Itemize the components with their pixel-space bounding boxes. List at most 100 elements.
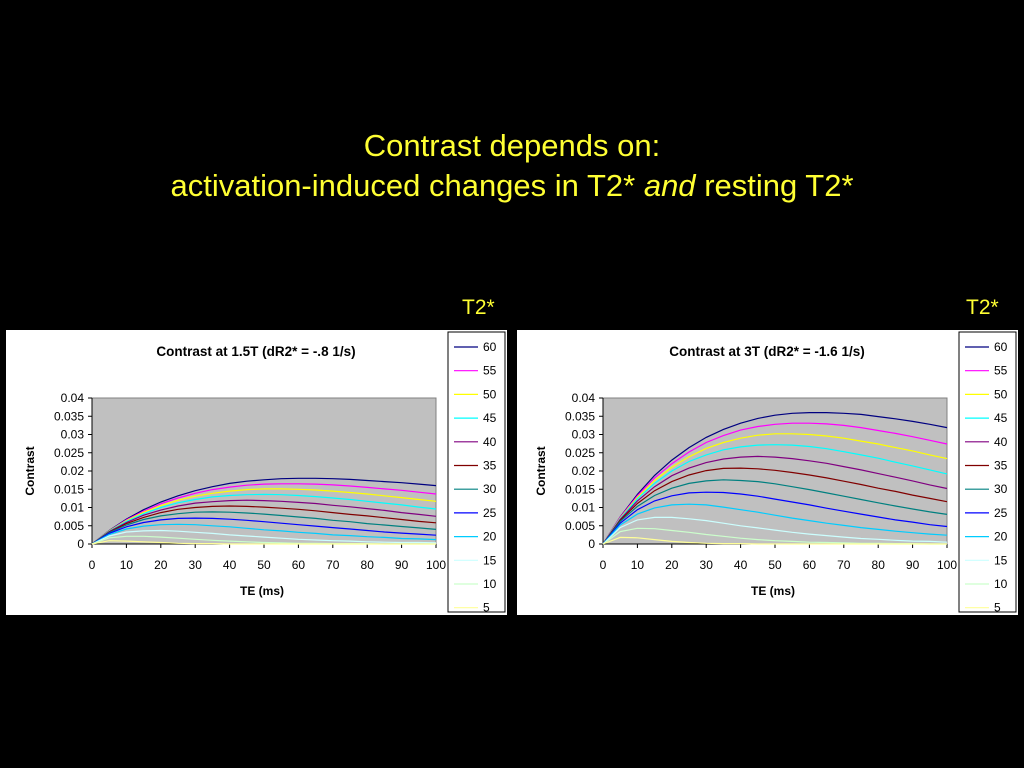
x-tick-label: 30 bbox=[700, 558, 714, 572]
legend-label-40: 40 bbox=[483, 435, 497, 449]
series-line-25 bbox=[602, 491, 948, 545]
x-tick-label: 0 bbox=[89, 558, 96, 572]
series-line-35 bbox=[91, 505, 437, 545]
series-line-55 bbox=[602, 422, 948, 545]
x-tick-label: 80 bbox=[361, 558, 375, 572]
series-line-5 bbox=[91, 540, 436, 545]
y-tick-label: 0.025 bbox=[565, 446, 595, 460]
chart-title: Contrast at 1.5T (dR2* = -.8 1/s) bbox=[156, 344, 355, 359]
series-line-15 bbox=[91, 529, 437, 545]
title-emphasis: and bbox=[643, 168, 696, 203]
chart-panel-1p5t: Contrast at 1.5T (dR2* = -.8 1/s) 0 0.005 0… bbox=[6, 330, 507, 615]
legend-label-5: 5 bbox=[483, 601, 490, 615]
legend-label-25: 25 bbox=[994, 506, 1008, 520]
y-tick-label: 0.005 bbox=[54, 519, 84, 533]
x-tick-label: 80 bbox=[872, 558, 886, 572]
y-tick-label: 0.035 bbox=[54, 409, 84, 423]
title-part-a: activation-induced changes in T2* bbox=[170, 168, 636, 203]
series-line-20 bbox=[91, 523, 437, 545]
y-tick-label: 0.02 bbox=[572, 464, 596, 478]
legend-label-35: 35 bbox=[994, 459, 1008, 473]
x-tick-label: 70 bbox=[326, 558, 340, 572]
x-tick-label: 40 bbox=[223, 558, 237, 572]
series-line-30 bbox=[91, 511, 437, 545]
plot-area bbox=[91, 397, 437, 545]
series-line-25 bbox=[91, 517, 437, 545]
y-tick-label: 0.04 bbox=[572, 391, 596, 405]
y-tick-label: 0.035 bbox=[565, 409, 595, 423]
series-line-20 bbox=[602, 503, 948, 545]
x-tick-label: 70 bbox=[837, 558, 851, 572]
slide-title-line1: Contrast depends on: bbox=[363, 128, 661, 163]
x-axis-label: TE (ms) bbox=[240, 584, 284, 598]
y-tick-label: 0.03 bbox=[61, 428, 85, 442]
series-line-45 bbox=[91, 493, 437, 545]
series-line-50 bbox=[602, 433, 948, 545]
x-tick-label: 90 bbox=[906, 558, 920, 572]
legend-label-20: 20 bbox=[483, 530, 497, 544]
x-tick-label: 60 bbox=[292, 558, 306, 572]
legend-label-60: 60 bbox=[483, 340, 497, 354]
x-axis-label: TE (ms) bbox=[751, 584, 795, 598]
x-tick-label: 100 bbox=[426, 558, 446, 572]
legend-heading-right: T2* bbox=[966, 296, 999, 319]
x-tick-label: 100 bbox=[937, 558, 957, 572]
y-tick-label: 0.025 bbox=[54, 446, 84, 460]
y-tick-label: 0 bbox=[588, 537, 595, 551]
legend-label-25: 25 bbox=[483, 506, 497, 520]
y-tick-label: 0.02 bbox=[61, 464, 85, 478]
chart-panel-3t: Contrast at 3T (dR2* = -1.6 1/s) 0 0.005 0.… bbox=[517, 330, 1018, 615]
y-tick-label: 0 bbox=[77, 537, 84, 551]
legend-heading-left: T2* bbox=[462, 296, 495, 319]
legend-label-20: 20 bbox=[994, 530, 1008, 544]
legend-label-15: 15 bbox=[483, 553, 497, 567]
series-line-15 bbox=[602, 516, 948, 545]
legend-label-55: 55 bbox=[483, 364, 497, 378]
legend-label-35: 35 bbox=[483, 459, 497, 473]
legend-box bbox=[447, 331, 506, 613]
chart-3t-svg: Contrast at 3T (dR2* = -1.6 1/s) 0 0.005 0.… bbox=[534, 331, 1017, 615]
x-tick-label: 10 bbox=[631, 558, 645, 572]
y-tick-label: 0.01 bbox=[572, 501, 596, 515]
x-tick-label: 40 bbox=[734, 558, 748, 572]
legend-label-5: 5 bbox=[994, 601, 1001, 615]
x-tick-label: 20 bbox=[665, 558, 679, 572]
x-tick-label: 30 bbox=[189, 558, 203, 572]
x-tick-label: 90 bbox=[395, 558, 409, 572]
series-line-5 bbox=[602, 536, 947, 545]
legend-label-60: 60 bbox=[994, 340, 1008, 354]
legend-label-55: 55 bbox=[994, 364, 1008, 378]
x-tick-label: 20 bbox=[154, 558, 168, 572]
y-tick-label: 0.005 bbox=[565, 519, 595, 533]
legend-label-30: 30 bbox=[483, 482, 497, 496]
series-line-60 bbox=[91, 477, 437, 545]
series-line-55 bbox=[91, 483, 437, 545]
legend-label-45: 45 bbox=[994, 411, 1008, 425]
chart-1p5t-svg: Contrast at 1.5T (dR2* = -.8 1/s) 0 0.005 0… bbox=[23, 331, 506, 615]
legend-label-45: 45 bbox=[483, 411, 497, 425]
series-line-30 bbox=[602, 479, 948, 545]
x-tick-label: 10 bbox=[120, 558, 134, 572]
series-line-45 bbox=[602, 444, 948, 545]
legend-label-50: 50 bbox=[994, 387, 1008, 401]
y-axis-label: Contrast bbox=[23, 446, 37, 495]
series-line-40 bbox=[602, 455, 948, 545]
legend-label-15: 15 bbox=[994, 553, 1008, 567]
series-line-60 bbox=[602, 411, 948, 545]
title-part-b: resting T2* bbox=[704, 168, 854, 203]
slide-title-line2: activation-induced changes in T2* and re… bbox=[0, 167, 1024, 205]
x-tick-label: 50 bbox=[768, 558, 782, 572]
legend-box bbox=[958, 331, 1017, 613]
legend-label-10: 10 bbox=[483, 577, 497, 591]
legend-label-10: 10 bbox=[994, 577, 1008, 591]
y-tick-label: 0.015 bbox=[565, 482, 595, 496]
y-tick-label: 0.01 bbox=[61, 501, 85, 515]
chart-title: Contrast at 3T (dR2* = -1.6 1/s) bbox=[669, 344, 864, 359]
y-tick-label: 0.015 bbox=[54, 482, 84, 496]
series-line-50 bbox=[91, 488, 437, 545]
x-tick-label: 0 bbox=[600, 558, 607, 572]
y-tick-label: 0.03 bbox=[572, 428, 596, 442]
plot-area bbox=[602, 397, 948, 545]
y-tick-label: 0.04 bbox=[61, 391, 85, 405]
series-line-40 bbox=[91, 499, 437, 545]
